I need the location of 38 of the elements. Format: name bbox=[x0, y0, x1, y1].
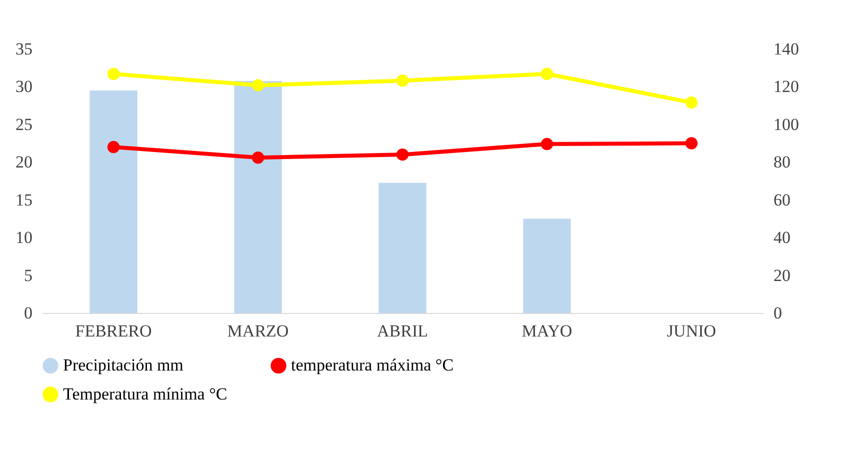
y-tick-label: 20 bbox=[16, 152, 32, 172]
y2-tick-label: 20 bbox=[774, 266, 790, 285]
y-tick-label: 15 bbox=[16, 190, 32, 210]
point bbox=[685, 137, 698, 150]
point bbox=[396, 148, 409, 161]
y-tick-label: 25 bbox=[16, 114, 32, 134]
y2-tick-label: 120 bbox=[774, 77, 799, 96]
y-tick-label: 0 bbox=[24, 304, 32, 322]
y2-tick-label: 100 bbox=[774, 114, 799, 134]
point bbox=[252, 79, 264, 92]
point bbox=[107, 140, 120, 154]
y-tick-label: 35 bbox=[16, 40, 32, 58]
point bbox=[540, 68, 554, 80]
legend-label: Temperatura mínima °C bbox=[63, 384, 228, 404]
y-tick-label: 5 bbox=[24, 266, 32, 285]
x-tick-label: ABRIL bbox=[377, 322, 428, 340]
point bbox=[252, 152, 264, 164]
bar bbox=[378, 182, 426, 313]
bar bbox=[234, 81, 282, 313]
x-tick-label: MAYO bbox=[522, 322, 572, 340]
y2-tick-label: 140 bbox=[774, 40, 799, 58]
x-tick-label: MARZO bbox=[227, 322, 289, 340]
y2-tick-label: 60 bbox=[774, 190, 790, 210]
point bbox=[396, 74, 409, 87]
y2-tick-label: 40 bbox=[774, 228, 790, 248]
y2-tick-label: 0 bbox=[774, 304, 782, 322]
y-tick-label: 10 bbox=[16, 228, 32, 248]
point bbox=[685, 96, 698, 109]
y-tick-label: 30 bbox=[16, 77, 32, 96]
point bbox=[540, 138, 554, 150]
legend-label: Precipitación mm bbox=[63, 356, 184, 375]
y2-tick-label: 80 bbox=[774, 152, 790, 172]
bar bbox=[90, 90, 138, 313]
x-tick-label: JUNIO bbox=[666, 322, 716, 340]
legend-label: temperatura máxima °C bbox=[291, 356, 454, 375]
point bbox=[107, 68, 120, 80]
x-tick-label: FEBRERO bbox=[75, 322, 152, 340]
bar bbox=[523, 218, 571, 313]
